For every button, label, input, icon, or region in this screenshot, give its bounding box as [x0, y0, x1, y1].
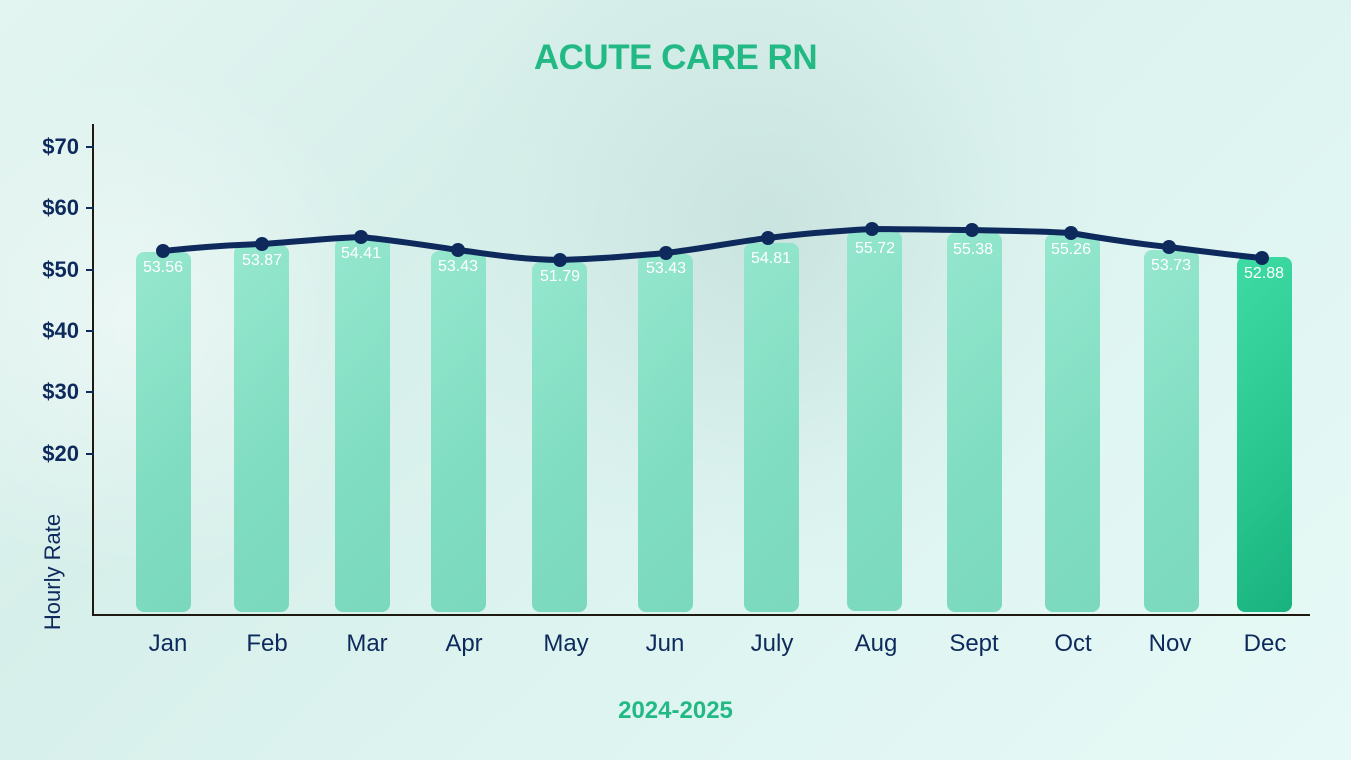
chart-title: ACUTE CARE RN — [533, 38, 818, 77]
x-tick-label-dec: Dec — [1243, 630, 1287, 657]
data-point-dec — [1255, 251, 1269, 265]
data-point-nov — [1162, 240, 1176, 254]
bar-sept — [947, 233, 1002, 612]
x-tick-label-july: July — [750, 630, 794, 657]
data-point-feb — [255, 237, 269, 251]
bar-feb — [234, 245, 289, 612]
bar-jan — [136, 252, 191, 612]
background-highlight — [0, 60, 400, 580]
value-label-jan: 53.56 — [142, 259, 184, 276]
data-point-sept — [965, 223, 979, 237]
value-label-jun: 53.43 — [645, 260, 687, 277]
y-tick-label: $40 — [42, 318, 79, 343]
y-tick — [86, 330, 94, 332]
y-axis-line — [92, 124, 94, 616]
y-tick-label: $60 — [42, 195, 79, 220]
y-tick-label: $30 — [42, 379, 79, 404]
value-label-apr: 53.43 — [437, 258, 479, 275]
x-tick-label-feb: Feb — [246, 630, 288, 657]
x-tick-label-jan: Jan — [148, 630, 188, 657]
value-label-july: 54.81 — [750, 250, 792, 267]
x-tick-label-mar: Mar — [346, 630, 388, 657]
bar-mar — [335, 238, 390, 612]
y-tick-label: $20 — [42, 441, 79, 466]
x-tick-label-sept: Sept — [949, 630, 999, 657]
x-tick-label-apr: Apr — [445, 630, 483, 657]
bar-apr — [431, 251, 486, 612]
x-tick-label-oct: Oct — [1054, 630, 1092, 657]
data-point-apr — [451, 243, 465, 257]
data-point-july — [761, 231, 775, 245]
value-label-mar: 54.41 — [340, 245, 382, 262]
bar-aug — [847, 231, 902, 611]
data-point-mar — [354, 230, 368, 244]
data-point-may — [553, 253, 567, 267]
data-point-jun — [659, 246, 673, 260]
bar-oct — [1045, 234, 1100, 612]
y-tick — [86, 207, 94, 209]
x-tick-label-jun: Jun — [645, 630, 685, 657]
y-tick — [86, 269, 94, 271]
data-point-jan — [156, 244, 170, 258]
data-point-oct — [1064, 226, 1078, 240]
x-tick-label-may: May — [543, 630, 589, 657]
x-tick-label-nov: Nov — [1148, 630, 1192, 657]
y-tick-label: $50 — [42, 257, 79, 282]
value-label-dec: 52.88 — [1243, 265, 1285, 282]
value-label-feb: 53.87 — [241, 252, 283, 269]
bar-july — [744, 243, 799, 612]
bar-dec — [1237, 257, 1292, 612]
value-label-may: 51.79 — [539, 268, 581, 285]
bar-may — [532, 262, 587, 612]
y-tick-label: $70 — [42, 134, 79, 159]
x-axis-title: 2024-2025 — [618, 697, 733, 724]
data-point-aug — [865, 222, 879, 236]
x-axis-line — [92, 614, 1310, 616]
y-tick — [86, 453, 94, 455]
y-tick — [86, 391, 94, 393]
value-label-aug: 55.72 — [854, 240, 896, 257]
value-label-sept: 55.38 — [952, 241, 994, 258]
value-label-nov: 53.73 — [1150, 257, 1192, 274]
value-label-oct: 55.26 — [1050, 241, 1092, 258]
y-tick — [86, 146, 94, 148]
bar-jun — [638, 254, 693, 612]
bar-nov — [1144, 250, 1199, 612]
x-tick-label-aug: Aug — [854, 630, 898, 657]
